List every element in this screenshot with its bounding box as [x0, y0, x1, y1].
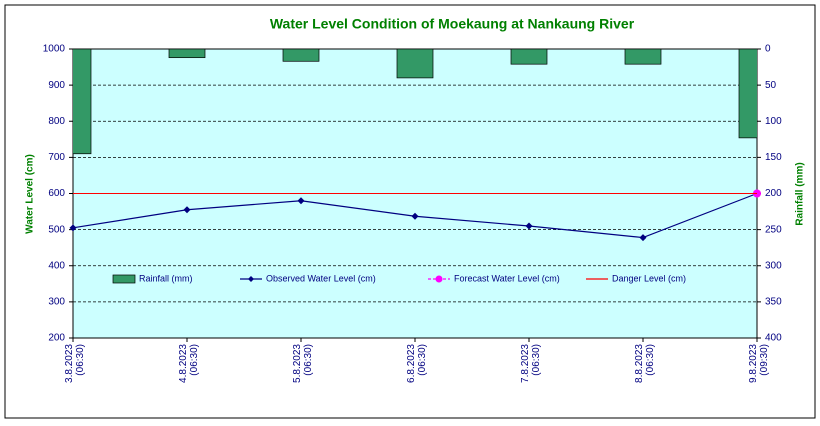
- observed-point: [69, 224, 77, 232]
- rain-bar: [168, 49, 206, 59]
- observed-point: [525, 222, 533, 230]
- y-tick-label: 700: [48, 152, 65, 163]
- y-tick-label: 200: [48, 333, 65, 344]
- y-axis-title: Water Level (cm): [25, 154, 36, 234]
- rain-bar: [738, 49, 757, 139]
- x-tick-label: 4.8.2023(06:30): [178, 344, 200, 383]
- x-tick-label: 6.8.2023(06:30): [406, 344, 428, 383]
- y2-tick-label: 150: [765, 152, 782, 163]
- observed-point: [297, 197, 305, 205]
- y2-tick-label: 300: [765, 260, 782, 271]
- rain-bar: [510, 49, 548, 65]
- legend-label: Forecast Water Level (cm): [454, 273, 560, 283]
- y-tick-label: 900: [48, 80, 65, 91]
- legend-swatch: [112, 274, 136, 284]
- chart-title: Water Level Condition of Moekaung at Nan…: [270, 16, 635, 32]
- y-tick-label: 500: [48, 224, 65, 235]
- observed-point: [183, 206, 191, 214]
- y-tick-label: 600: [48, 188, 65, 199]
- x-tick-label: 8.8.2023(06:30): [634, 344, 656, 383]
- y-tick-label: 300: [48, 297, 65, 308]
- y-tick-label: 1000: [43, 44, 66, 55]
- observed-point: [411, 212, 419, 220]
- rain-bar: [396, 49, 434, 79]
- y2-tick-label: 200: [765, 188, 782, 199]
- observed-point: [639, 234, 647, 242]
- y2-tick-label: 0: [765, 44, 771, 55]
- y2-axis-title: Rainfall (mm): [795, 162, 806, 225]
- rain-bar: [282, 49, 320, 62]
- rain-bar: [624, 49, 662, 65]
- x-tick-label: 5.8.2023(06:30): [292, 344, 314, 383]
- y2-tick-label: 100: [765, 116, 782, 127]
- plot-layer: [73, 49, 757, 155]
- y2-tick-label: 350: [765, 297, 782, 308]
- y2-tick-label: 400: [765, 333, 782, 344]
- legend-label: Rainfall (mm): [139, 273, 193, 283]
- legend-label: Danger Level (cm): [612, 273, 686, 283]
- x-tick-label: 3.8.2023(06:30): [64, 344, 86, 383]
- legend-marker: [248, 276, 254, 282]
- y2-tick-label: 50: [765, 80, 777, 91]
- rain-bar: [73, 49, 92, 155]
- y2-tick-label: 250: [765, 224, 782, 235]
- legend-label: Observed Water Level (cm): [266, 273, 376, 283]
- x-tick-label: 9.8.2023(09:30): [748, 344, 770, 383]
- y-tick-label: 400: [48, 260, 65, 271]
- legend-marker: [435, 275, 443, 283]
- x-tick-label: 7.8.2023(06:30): [520, 344, 542, 383]
- y-tick-label: 800: [48, 116, 65, 127]
